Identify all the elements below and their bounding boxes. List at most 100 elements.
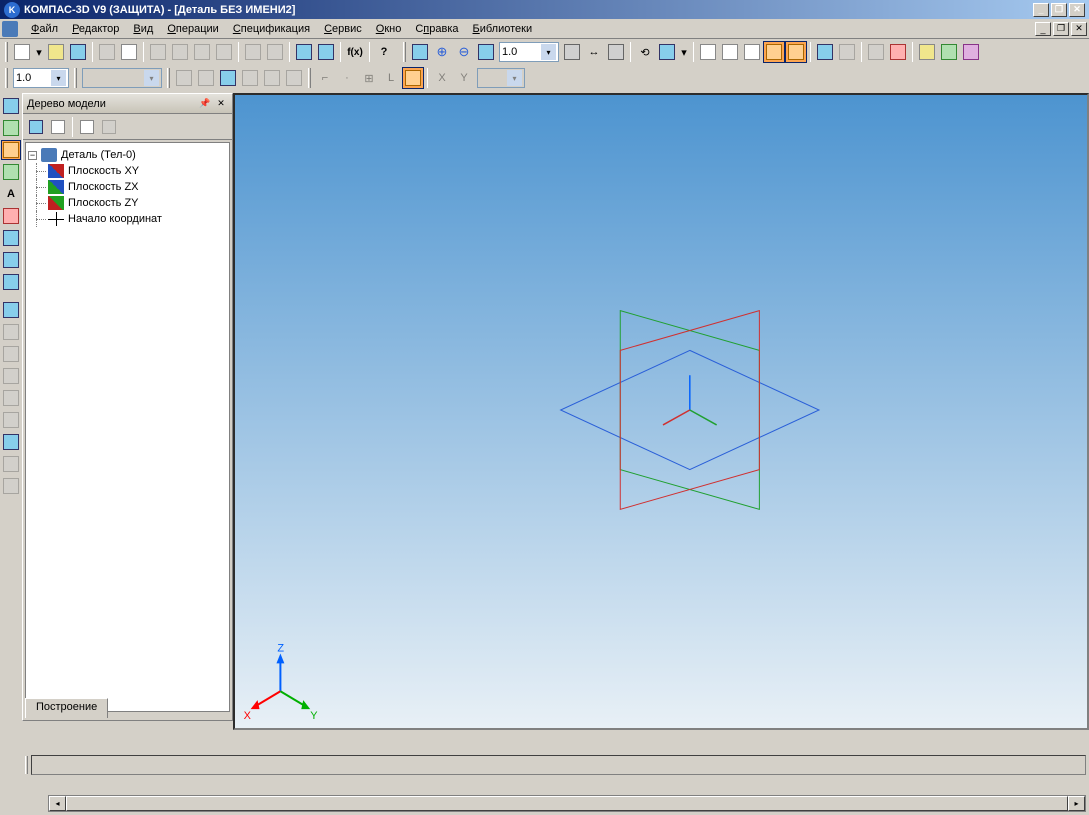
help-button[interactable]: ? [373,41,395,63]
fx-button[interactable]: f(x) [344,41,366,63]
lt-text[interactable]: A [1,184,21,204]
lt-spec[interactable] [1,432,21,452]
menu-файл[interactable]: Файл [24,21,65,37]
tree-tb3[interactable] [76,116,98,138]
scroll-left-button[interactable]: ◂ [49,796,66,811]
coord-y-button[interactable]: Y [453,67,475,89]
hidden-button[interactable] [719,41,741,63]
measure-button[interactable] [916,41,938,63]
refresh-button[interactable] [938,41,960,63]
menu-сервис[interactable]: Сервис [317,21,369,37]
new-dropdown[interactable]: ▾ [33,41,45,63]
tree-tb2[interactable] [47,116,69,138]
tree-tb1[interactable] [25,116,47,138]
lt-d7[interactable] [1,476,21,496]
menu-редактор[interactable]: Редактор [65,21,126,37]
cut-button[interactable] [147,41,169,63]
copy-button[interactable] [169,41,191,63]
simplify-button[interactable] [865,41,887,63]
menu-спецификация[interactable]: Спецификация [226,21,317,37]
lt-dim[interactable] [1,206,21,226]
tree-item[interactable]: Плоскость ZY [28,195,227,211]
t2-btn2[interactable] [195,67,217,89]
nohidden-button[interactable] [741,41,763,63]
menu-окно[interactable]: Окно [369,21,409,37]
lt-param[interactable] [1,250,21,270]
brush-button[interactable] [213,41,235,63]
snap-ortho-button[interactable]: L [380,67,402,89]
new-button[interactable] [11,41,33,63]
coord-x-button[interactable]: X [431,67,453,89]
mdi-restore-button[interactable]: ❐ [1053,22,1069,36]
scroll-right-button[interactable]: ▸ [1068,796,1085,811]
lt-d4[interactable] [1,388,21,408]
spec-button[interactable] [293,41,315,63]
coord-combo[interactable]: ▾ [477,68,525,88]
save-button[interactable] [67,41,89,63]
maximize-button[interactable]: ❐ [1051,3,1067,17]
lt-d1[interactable] [1,322,21,342]
tree-item[interactable]: Плоскость XY [28,163,227,179]
lt-aux[interactable] [1,228,21,248]
orbit-button[interactable]: ⟲ [634,41,656,63]
lt-geometry[interactable] [1,96,21,116]
tree-body[interactable]: − Деталь (Тел-0) Плоскость XYПлоскость Z… [25,142,230,712]
mdi-close-button[interactable]: ✕ [1071,22,1087,36]
menu-операции[interactable]: Операции [160,21,225,37]
pan-button[interactable]: ↔ [583,41,605,63]
lt-d5[interactable] [1,410,21,430]
spec2-button[interactable] [315,41,337,63]
snap-end-button[interactable]: ⌐ [314,67,336,89]
step-combo[interactable]: 1.0▾ [13,68,69,88]
redo-button[interactable] [264,41,286,63]
rebuild-button[interactable] [887,41,909,63]
bottom-tab[interactable]: Построение [25,698,108,718]
snap-active-button[interactable] [402,67,424,89]
tree-tb4[interactable] [98,116,120,138]
layers-button[interactable] [960,41,982,63]
lt-surface[interactable] [1,162,21,182]
t2-btn3[interactable] [217,67,239,89]
preview-button[interactable] [118,41,140,63]
h-scrollbar[interactable]: ◂ ▸ [48,795,1086,812]
tree-close-icon[interactable]: ✕ [214,97,228,111]
zoom-fit-button[interactable] [409,41,431,63]
tree-item[interactable]: Начало координат [28,211,227,227]
undo-button[interactable] [242,41,264,63]
tree-item[interactable]: Плоскость ZX [28,179,227,195]
mdi-minimize-button[interactable]: _ [1035,22,1051,36]
paste-button[interactable] [191,41,213,63]
snap-mid-button[interactable]: · [336,67,358,89]
wire-button[interactable] [697,41,719,63]
menu-справка[interactable]: Справка [408,21,465,37]
zoom-out-button[interactable]: ⊖ [453,41,475,63]
t2-btn6[interactable] [283,67,305,89]
lt-measure[interactable] [1,272,21,292]
menu-вид[interactable]: Вид [126,21,160,37]
section-button[interactable] [836,41,858,63]
t2-btn5[interactable] [261,67,283,89]
zoom-window-button[interactable] [475,41,497,63]
persp-button[interactable] [814,41,836,63]
zoom-in-button[interactable]: ⊕ [431,41,453,63]
orient-button[interactable] [656,41,678,63]
snap-grid-button[interactable]: ⊞ [358,67,380,89]
open-button[interactable] [45,41,67,63]
lt-d6[interactable] [1,454,21,474]
t2-btn1[interactable] [173,67,195,89]
shaded-edges-button[interactable] [785,41,807,63]
lt-sketch[interactable] [1,118,21,138]
shaded-button[interactable] [763,41,785,63]
lt-filter[interactable] [1,300,21,320]
tree-title-bar[interactable]: Дерево модели 📌 ✕ [23,94,232,114]
lt-edit[interactable] [1,140,21,160]
style-combo[interactable]: ▾ [82,68,162,88]
t2-btn4[interactable] [239,67,261,89]
tree-root[interactable]: − Деталь (Тел-0) [28,147,227,163]
close-button[interactable]: ✕ [1069,3,1085,17]
property-field[interactable] [31,755,1086,775]
3d-viewport[interactable]: Z X Y [233,93,1089,730]
lt-d2[interactable] [1,344,21,364]
print-button[interactable] [96,41,118,63]
menu-библиотеки[interactable]: Библиотеки [466,21,540,37]
